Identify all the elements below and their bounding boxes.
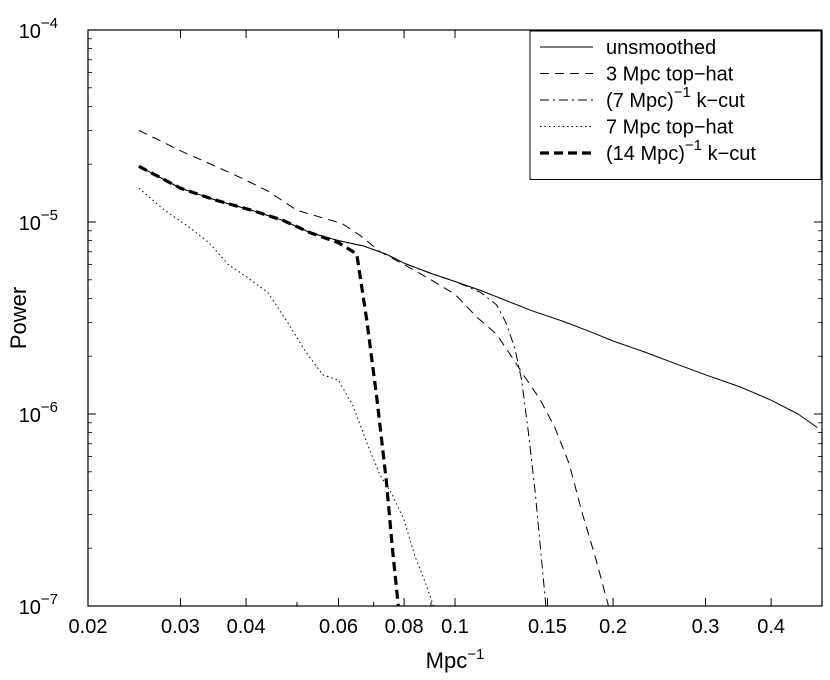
- legend-box: [529, 30, 822, 180]
- legend-label-3: (7 Mpc)−1 k−cut: [606, 84, 745, 112]
- x-tick-label-8: 0.2: [599, 616, 627, 638]
- series-line-1: [138, 165, 818, 429]
- series-line-4: [138, 187, 434, 606]
- x-tick-label-9: 0.3: [692, 616, 720, 638]
- x-tick-label-1: 0.02: [69, 616, 108, 638]
- x-tick-label-2: 0.03: [161, 616, 200, 638]
- x-tick-label-7: 0.15: [528, 616, 567, 638]
- x-tick-label-10: 0.4: [757, 616, 785, 638]
- legend-label-1: unsmoothed: [606, 37, 716, 59]
- y-tick-label-4: 10−4: [19, 15, 58, 43]
- x-tick-label-3: 0.04: [227, 616, 266, 638]
- legend-label-4: 7 Mpc top−hat: [606, 117, 734, 139]
- series-line-3: [138, 165, 547, 606]
- y-axis-label: Power: [6, 287, 31, 349]
- y-tick-label-3: 10−5: [19, 207, 58, 235]
- x-tick-label-4: 0.06: [319, 616, 358, 638]
- legend-label-2: 3 Mpc top−hat: [606, 64, 734, 86]
- legend-label-5: (14 Mpc)−1 k−cut: [606, 137, 756, 165]
- x-tick-label-5: 0.08: [385, 616, 424, 638]
- x-tick-label-6: 0.1: [441, 616, 469, 638]
- y-tick-label-1: 10−7: [19, 591, 58, 619]
- ticks-layer: 0.02 0.03 0.04 0.06 0.08 0.1 0.15 0.2 0.3 0.4 10−7…: [19, 15, 823, 638]
- legend: unsmoothed 3 Mpc top−hat(7 Mpc)−1 k−cut 7 …: [529, 30, 822, 180]
- series-layer: [138, 129, 818, 606]
- x-axis-label: Mpc−1: [426, 646, 485, 673]
- y-tick-label-2: 10−6: [19, 399, 58, 427]
- series-line-5: [138, 164, 400, 606]
